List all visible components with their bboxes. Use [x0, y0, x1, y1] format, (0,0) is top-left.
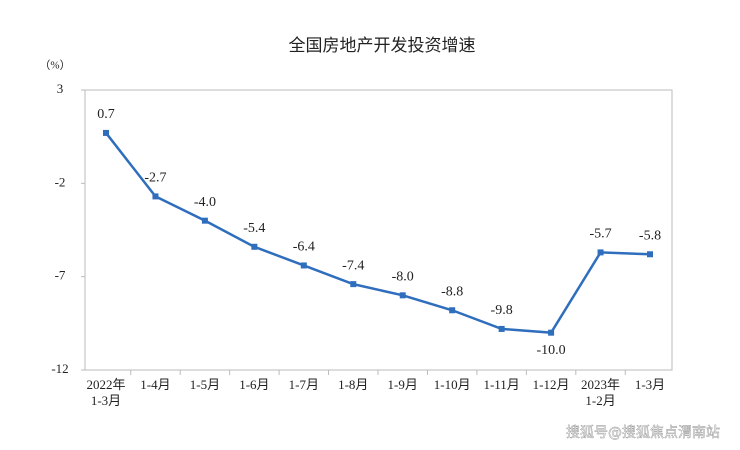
y-tick-label: 3	[57, 81, 64, 96]
data-label: -5.8	[639, 228, 661, 243]
data-label: 0.7	[97, 107, 115, 122]
data-label: -2.7	[144, 171, 166, 186]
data-label: -7.4	[342, 258, 364, 273]
watermark: 搜狐号@搜狐焦点渭南站	[566, 425, 720, 441]
data-label: -4.0	[194, 195, 216, 210]
x-tick-label: 1-11月	[483, 377, 519, 392]
x-tick-label: 1-3月	[635, 377, 665, 392]
data-label: -10.0	[537, 343, 566, 358]
marker	[647, 251, 653, 258]
x-tick-label: 1-7月	[289, 377, 319, 392]
y-axis-label: （%）	[39, 59, 70, 72]
marker	[548, 329, 555, 336]
y-tick-label: -7	[55, 268, 66, 283]
x-tick-label: 1-12月	[533, 377, 570, 392]
marker	[201, 217, 208, 224]
plot-frame	[84, 89, 673, 371]
marker	[350, 281, 357, 288]
marker	[152, 193, 159, 200]
marker	[399, 292, 406, 299]
x-tick-label: 1-8月	[338, 377, 368, 392]
marker	[449, 307, 456, 314]
data-label: -5.4	[243, 221, 265, 236]
marker	[300, 262, 307, 269]
marker	[597, 249, 604, 256]
data-label: -5.7	[589, 227, 611, 242]
marker	[498, 325, 505, 332]
data-label: -8.0	[392, 270, 414, 285]
x-tick-label: 1-9月	[388, 377, 418, 392]
data-label: -9.8	[491, 303, 513, 318]
x-tick-label: 2022年 1-3月	[86, 377, 125, 408]
marker	[251, 243, 258, 250]
y-tick-label: -12	[51, 361, 68, 376]
x-tick-label: 1-4月	[140, 377, 170, 392]
marker	[103, 129, 109, 136]
x-tick-label: 2023年 1-2月	[581, 377, 620, 408]
data-label: -6.4	[293, 240, 315, 255]
data-label: -8.8	[441, 284, 463, 299]
x-tick-label: 1-6月	[239, 377, 269, 392]
x-tick-label: 1-10月	[434, 377, 471, 392]
x-tick-label: 1-5月	[190, 377, 220, 392]
chart-title: 全国房地产开发投资增速	[289, 36, 476, 56]
line	[105, 132, 651, 334]
y-tick-label: -2	[55, 174, 66, 189]
